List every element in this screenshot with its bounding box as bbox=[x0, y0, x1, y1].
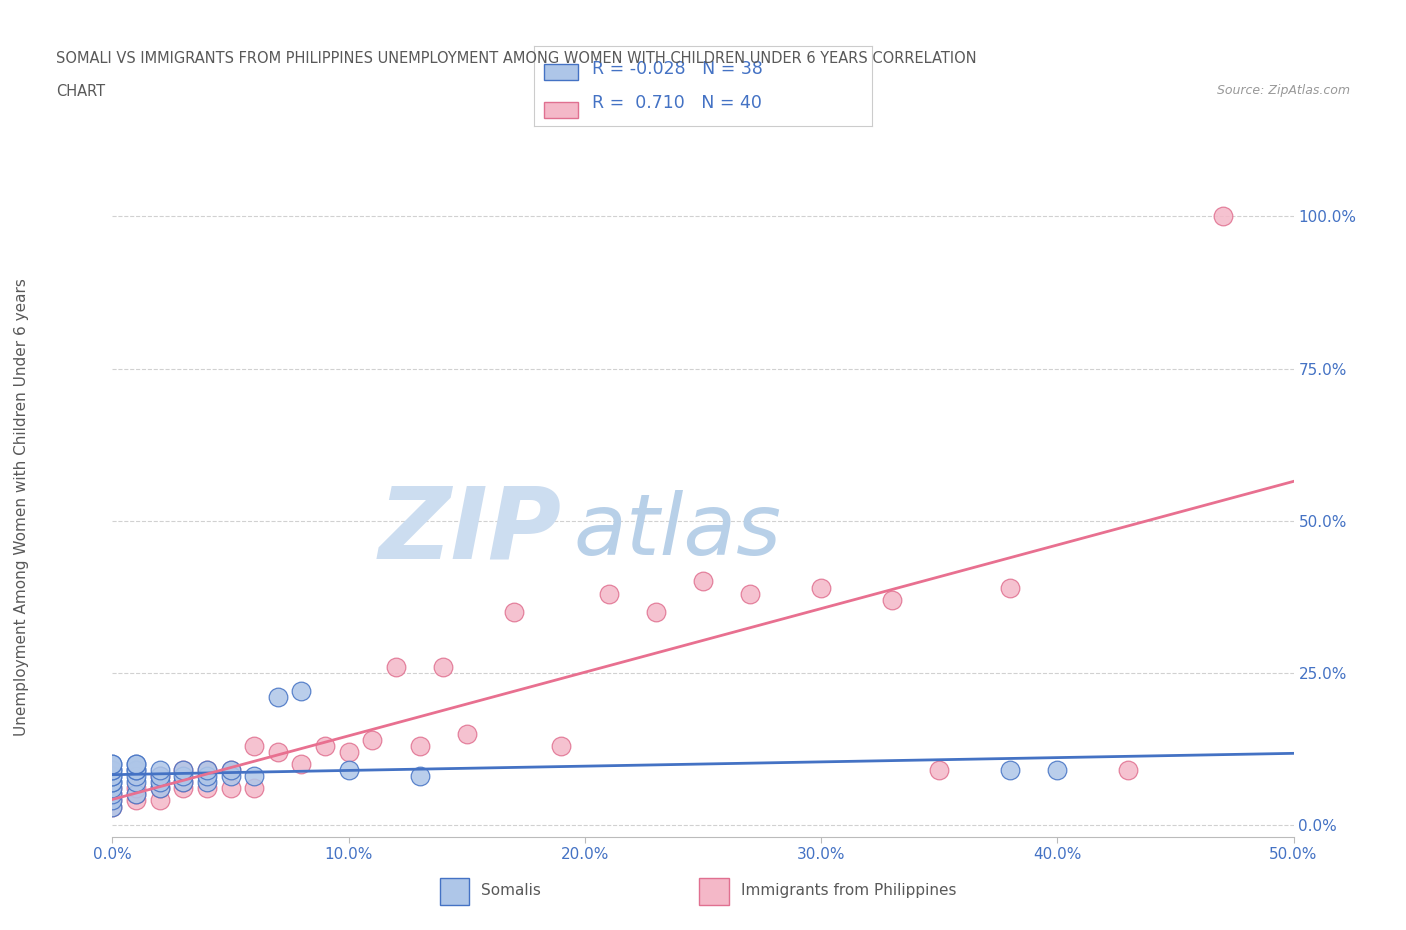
Point bbox=[101, 799, 124, 814]
Point bbox=[408, 738, 430, 753]
Point bbox=[101, 787, 124, 802]
Point bbox=[172, 781, 194, 796]
Point bbox=[101, 756, 124, 771]
Point bbox=[408, 769, 430, 784]
Point bbox=[125, 787, 148, 802]
Point bbox=[195, 763, 218, 777]
Bar bbox=[544, 64, 578, 80]
Text: CHART: CHART bbox=[56, 84, 105, 99]
Point bbox=[243, 738, 266, 753]
Point bbox=[125, 763, 148, 777]
Text: Somalis: Somalis bbox=[481, 883, 541, 898]
Point bbox=[172, 775, 194, 790]
Point bbox=[432, 659, 454, 674]
Point bbox=[149, 769, 172, 784]
Point bbox=[101, 769, 124, 784]
Point bbox=[267, 690, 290, 705]
Point bbox=[195, 775, 218, 790]
Point bbox=[149, 769, 172, 784]
Point bbox=[998, 763, 1021, 777]
Point bbox=[149, 775, 172, 790]
Point bbox=[314, 738, 336, 753]
Bar bbox=[544, 102, 578, 118]
Bar bbox=[440, 878, 470, 905]
Point bbox=[456, 726, 478, 741]
Point bbox=[1116, 763, 1139, 777]
Text: Immigrants from Philippines: Immigrants from Philippines bbox=[741, 883, 956, 898]
Point bbox=[740, 586, 762, 601]
Point bbox=[101, 781, 124, 796]
Point bbox=[172, 775, 194, 790]
Point bbox=[125, 756, 148, 771]
Point bbox=[1046, 763, 1069, 777]
Point bbox=[290, 684, 312, 698]
Point bbox=[101, 799, 124, 814]
Point bbox=[149, 781, 172, 796]
Point bbox=[219, 769, 242, 784]
Point bbox=[125, 769, 148, 784]
Text: R =  0.710   N = 40: R = 0.710 N = 40 bbox=[592, 95, 762, 113]
Point bbox=[337, 763, 360, 777]
Point bbox=[998, 580, 1021, 595]
Point bbox=[598, 586, 620, 601]
Point bbox=[125, 781, 148, 796]
Point bbox=[337, 744, 360, 759]
Point bbox=[928, 763, 950, 777]
Text: Unemployment Among Women with Children Under 6 years: Unemployment Among Women with Children U… bbox=[14, 278, 28, 736]
Text: Source: ZipAtlas.com: Source: ZipAtlas.com bbox=[1216, 84, 1350, 97]
Point bbox=[125, 756, 148, 771]
Bar bbox=[699, 878, 728, 905]
Point bbox=[243, 781, 266, 796]
Point bbox=[361, 732, 384, 747]
Point bbox=[219, 763, 242, 777]
Point bbox=[125, 787, 148, 802]
Point bbox=[195, 763, 218, 777]
Point bbox=[644, 604, 666, 619]
Point bbox=[101, 756, 124, 771]
Point bbox=[149, 781, 172, 796]
Point bbox=[880, 592, 903, 607]
Point bbox=[101, 793, 124, 808]
Point bbox=[125, 763, 148, 777]
Point bbox=[125, 775, 148, 790]
Point bbox=[267, 744, 290, 759]
Point bbox=[101, 775, 124, 790]
Point bbox=[101, 787, 124, 802]
Point bbox=[101, 793, 124, 808]
Point bbox=[810, 580, 832, 595]
Point bbox=[172, 763, 194, 777]
Point bbox=[195, 769, 218, 784]
Point bbox=[503, 604, 526, 619]
Text: R = -0.028   N = 38: R = -0.028 N = 38 bbox=[592, 60, 762, 77]
Point bbox=[101, 763, 124, 777]
Point bbox=[101, 769, 124, 784]
Point bbox=[101, 763, 124, 777]
Point bbox=[101, 775, 124, 790]
Point bbox=[243, 769, 266, 784]
Point bbox=[101, 781, 124, 796]
Point bbox=[149, 793, 172, 808]
Text: SOMALI VS IMMIGRANTS FROM PHILIPPINES UNEMPLOYMENT AMONG WOMEN WITH CHILDREN UND: SOMALI VS IMMIGRANTS FROM PHILIPPINES UN… bbox=[56, 51, 977, 66]
Point bbox=[550, 738, 572, 753]
Text: atlas: atlas bbox=[574, 489, 782, 573]
Point bbox=[385, 659, 408, 674]
Point bbox=[219, 763, 242, 777]
Point bbox=[172, 763, 194, 777]
Point bbox=[125, 793, 148, 808]
Point bbox=[290, 756, 312, 771]
Point bbox=[149, 763, 172, 777]
Point bbox=[1212, 209, 1234, 224]
Point bbox=[195, 781, 218, 796]
Text: ZIP: ZIP bbox=[378, 483, 561, 579]
Point bbox=[692, 574, 714, 589]
Point bbox=[219, 781, 242, 796]
Point bbox=[172, 769, 194, 784]
